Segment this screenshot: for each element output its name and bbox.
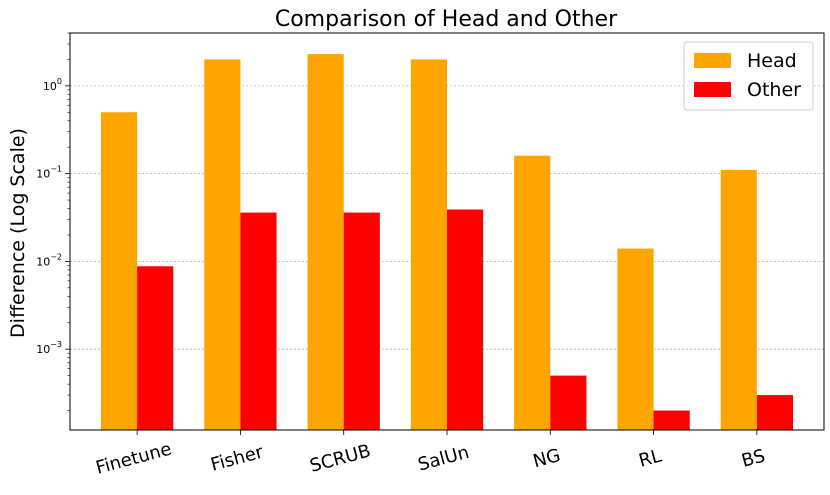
x-axis: Finetune Fisher SCRUB SalUn NG RL BS	[94, 430, 767, 479]
bar-head-bs	[720, 169, 757, 430]
legend-swatch-head	[694, 53, 731, 68]
x-tick-label: NG	[531, 445, 563, 472]
bars	[100, 54, 794, 431]
bar-other-finetune	[137, 266, 174, 430]
y-axis-label: Difference (Log Scale)	[7, 128, 29, 338]
x-tick-label: SCRUB	[308, 441, 373, 477]
legend-label-head: Head	[747, 50, 797, 72]
bar-other-ng	[550, 375, 587, 430]
bar-head-scrub	[307, 54, 344, 430]
x-tick-label: RL	[637, 446, 664, 472]
bar-other-bs	[756, 395, 794, 430]
bar-other-fisher	[240, 212, 277, 430]
bar-head-rl	[617, 248, 654, 430]
x-tick-label: BS	[739, 446, 767, 472]
x-tick-label: SalUn	[416, 442, 472, 476]
legend: Head Other	[683, 41, 814, 111]
bar-other-salun	[447, 209, 484, 430]
bar-other-scrub	[343, 212, 380, 430]
bar-head-finetune	[100, 112, 138, 430]
plot-frame	[69, 32, 825, 431]
y-tick-label: 10−2	[36, 252, 62, 268]
bar-other-rl	[653, 410, 690, 430]
y-tick-label: 10−3	[36, 340, 62, 356]
bar-head-ng	[514, 155, 551, 431]
x-tick-label: Fisher	[209, 441, 267, 475]
y-axis: 100 10−1 10−2 10−3	[36, 32, 70, 411]
legend-label-other: Other	[747, 79, 801, 101]
chart-title: Comparison of Head and Other	[275, 7, 618, 32]
bar-head-fisher	[204, 59, 241, 431]
x-tick-label: Finetune	[94, 439, 174, 479]
y-tick-label: 10−1	[36, 165, 62, 181]
y-tick-label: 100	[43, 77, 62, 93]
bar-head-salun	[410, 59, 447, 431]
legend-swatch-other	[694, 82, 731, 97]
